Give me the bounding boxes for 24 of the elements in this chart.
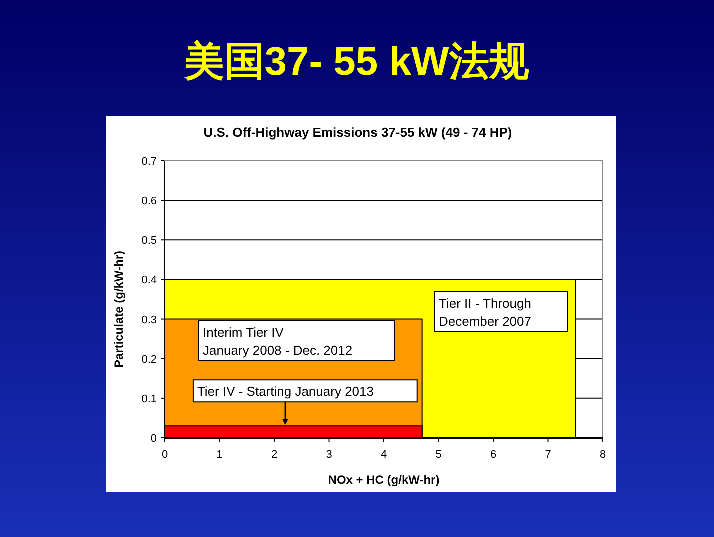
x-tick-label: 2 bbox=[271, 449, 278, 461]
annotation: Tier II - Through December 2007 bbox=[439, 296, 532, 329]
y-tick-label: 0.2 bbox=[142, 354, 157, 366]
x-tick-label: 1 bbox=[216, 449, 223, 461]
x-tick-label: 8 bbox=[600, 449, 606, 461]
x-tick-label: 4 bbox=[380, 449, 388, 461]
x-axis-title: NOx + HC (g/kW-hr) bbox=[328, 473, 440, 487]
annotation: Tier IV - Starting January 2013 bbox=[197, 384, 374, 400]
chart-subtitle: U.S. Off-Highway Emissions 37-55 kW (49 - 74 HP) bbox=[204, 125, 512, 140]
y-tick-label: 0.1 bbox=[142, 393, 157, 406]
y-axis-title: Particulate (g/kW-hr) bbox=[112, 250, 126, 368]
y-tick-label: 0.5 bbox=[142, 235, 157, 248]
y-tick-label: 0.6 bbox=[142, 196, 157, 208]
annotation: Interim Tier IV January 2008 - Dec. 2012 bbox=[203, 325, 353, 358]
chart-title: 美国37- 55 kW法规 bbox=[184, 39, 530, 84]
x-tick-label: 7 bbox=[545, 449, 552, 461]
y-tick-label: 0.7 bbox=[142, 156, 157, 168]
x-tick-label: 0 bbox=[162, 449, 168, 461]
y-tick-label: 0 bbox=[150, 433, 157, 445]
x-tick-label: 3 bbox=[326, 449, 332, 461]
y-tick-label: 0.3 bbox=[142, 314, 157, 326]
x-tick-label: 6 bbox=[490, 449, 497, 461]
x-tick-label: 5 bbox=[436, 449, 442, 461]
y-tick-label: 0.4 bbox=[142, 274, 157, 287]
